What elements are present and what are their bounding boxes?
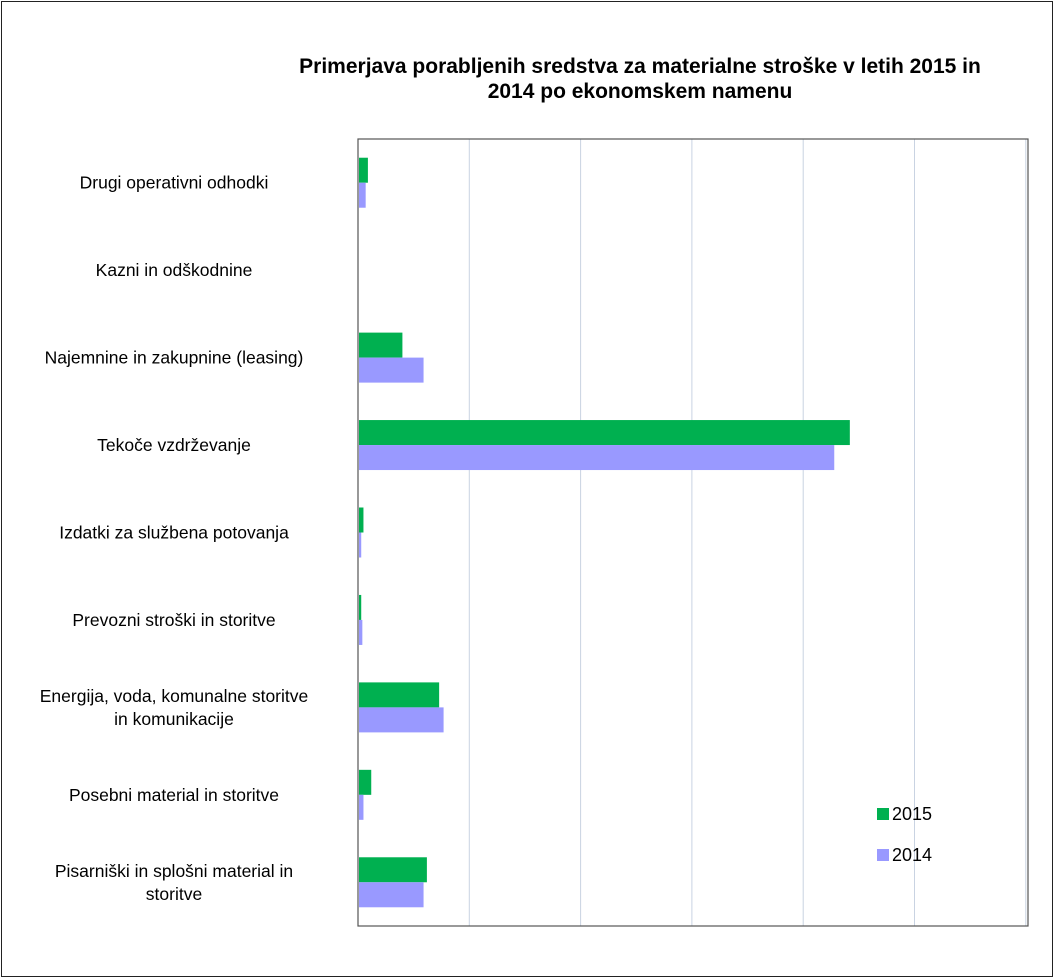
bar-2015 xyxy=(359,332,403,358)
category-label: Drugi operativni odhodki xyxy=(80,173,269,193)
bar-2014 xyxy=(359,882,424,908)
bar-2015 xyxy=(359,857,427,883)
bar-2014 xyxy=(359,707,444,733)
legend-label-2014: 2014 xyxy=(892,845,932,865)
category-label: Najemnine in zakupnine (leasing) xyxy=(45,348,304,368)
chart-title: Primerjava porabljenih sredstva za mater… xyxy=(240,54,1040,104)
bar-2015 xyxy=(359,594,362,620)
category-label: in komunikacije xyxy=(114,709,234,729)
bar-2015 xyxy=(359,769,372,795)
plot-area xyxy=(357,138,1029,927)
category-label: Pisarniški in splošni material in xyxy=(55,861,293,881)
chart-title-line-1: Primerjava porabljenih sredstva za mater… xyxy=(299,55,981,78)
category-labels: Drugi operativni odhodki Kazni in odškodn… xyxy=(40,173,308,904)
bar-2014 xyxy=(359,794,364,820)
bar-2015 xyxy=(359,507,364,533)
bar-2014 xyxy=(359,182,366,208)
bar-2015 xyxy=(359,420,850,446)
bar-2014 xyxy=(359,532,362,558)
bars xyxy=(359,157,850,908)
category-label: Prevozni stroški in storitve xyxy=(72,610,275,630)
category-label: Posebni material in storitve xyxy=(69,785,279,805)
bar-2014 xyxy=(359,619,363,645)
category-label: Kazni in odškodnine xyxy=(96,260,253,280)
category-label: Energija, voda, komunalne storitve xyxy=(40,686,308,706)
legend-label-2015: 2015 xyxy=(892,804,932,824)
category-label: Tekoče vzdrževanje xyxy=(97,435,251,455)
legend-swatch-2014 xyxy=(877,849,889,861)
category-label: storitve xyxy=(146,884,202,904)
bar-2015 xyxy=(359,682,440,708)
gridlines xyxy=(468,139,1027,926)
category-label: Izdatki za službena potovanja xyxy=(59,523,289,543)
bar-2015 xyxy=(359,157,368,183)
bar-2014 xyxy=(359,357,424,383)
bar-2014 xyxy=(359,445,835,471)
chart-title-line-2: 2014 po ekonomskem namenu xyxy=(487,80,793,103)
legend: 2015 2014 xyxy=(877,804,932,865)
legend-swatch-2015 xyxy=(877,808,889,820)
